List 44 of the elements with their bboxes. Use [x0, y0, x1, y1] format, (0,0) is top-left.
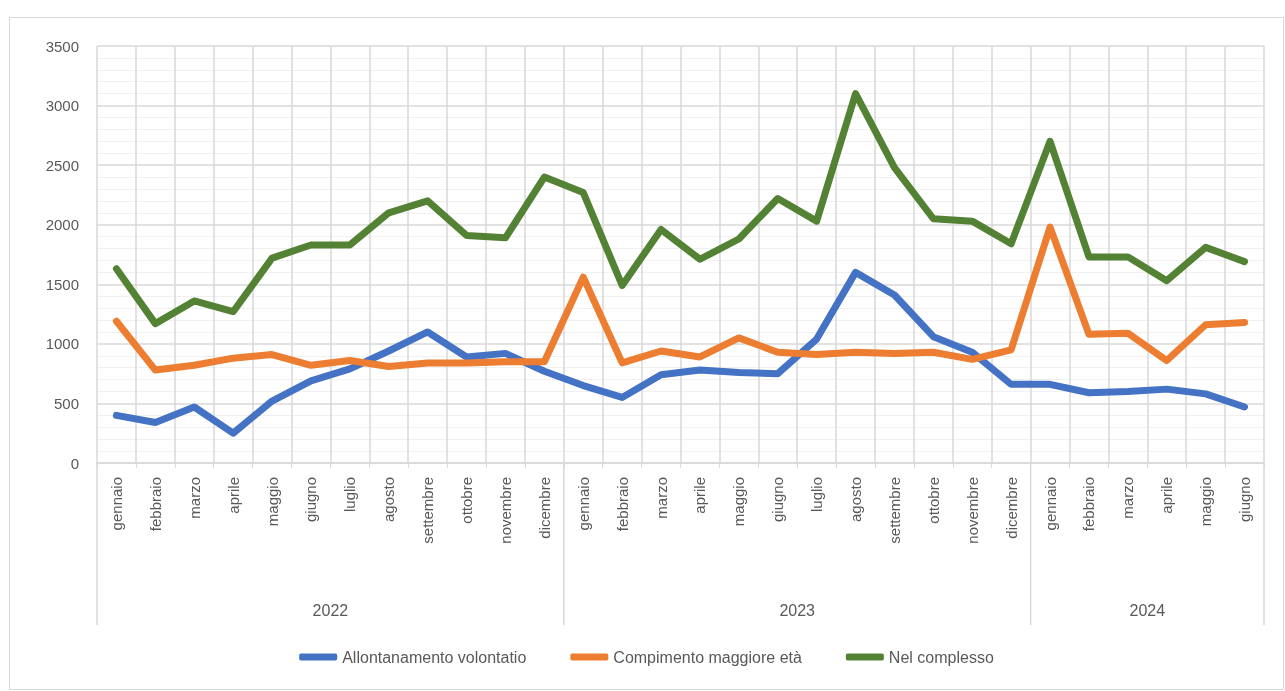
x-tick-label: gennaio: [1041, 477, 1059, 531]
x-tick-label: maggio: [730, 477, 748, 527]
x-tick-label: luglio: [808, 477, 826, 513]
y-tick-label: 3000: [45, 97, 79, 115]
x-tick-label: gennaio: [574, 477, 592, 531]
y-tick-label: 2500: [45, 156, 79, 174]
text: 2023: [779, 601, 816, 619]
x-tick-label: agosto: [380, 477, 398, 523]
x-tick-label: maggio: [1197, 477, 1215, 527]
y-tick-label: 1500: [45, 275, 79, 293]
legend-label: Allontanamento volontatio: [342, 648, 527, 666]
y-tick-label: 1000: [45, 335, 79, 353]
x-tick-label: ottobre: [924, 477, 942, 524]
x-tick-label: maggio: [263, 477, 281, 527]
x-tick-label: luglio: [341, 477, 359, 513]
y-tick-label: 3500: [45, 37, 79, 55]
legend-label: Nel complesso: [888, 648, 994, 666]
x-tick-label: dicembre: [1002, 477, 1020, 539]
x-tick-label: giugno: [302, 477, 320, 523]
x-tick-label: marzo: [652, 477, 670, 519]
x-tick-label: giugno: [1236, 477, 1254, 523]
x-tick-label: agosto: [847, 477, 865, 523]
x-tick-label: febbraio: [1080, 477, 1098, 532]
x-tick-label: aprile: [1158, 477, 1176, 514]
x-tick-label: febbraio: [146, 477, 164, 532]
legend-label: Compimento maggiore età: [613, 648, 802, 666]
x-tick-label: novembre: [496, 477, 514, 544]
x-tick-label: aprile: [224, 477, 242, 514]
x-tick-label: ottobre: [458, 477, 476, 524]
text: 2022: [312, 601, 349, 619]
x-tick-label: marzo: [185, 477, 203, 519]
y-tick-label: 0: [70, 454, 79, 472]
y-tick-label: 2000: [45, 216, 79, 234]
x-tick-label: novembre: [963, 477, 981, 544]
text: 2024: [1129, 601, 1166, 619]
y-tick-label: 500: [53, 394, 79, 412]
x-tick-label: febbraio: [613, 477, 631, 532]
x-tick-label: settembre: [419, 477, 437, 544]
x-tick-label: aprile: [691, 477, 709, 514]
x-tick-label: gennaio: [107, 477, 125, 531]
x-tick-label: dicembre: [535, 477, 553, 539]
x-tick-label: settembre: [885, 477, 903, 544]
x-tick-label: marzo: [1119, 477, 1137, 519]
x-tick-label: giugno: [769, 477, 787, 523]
